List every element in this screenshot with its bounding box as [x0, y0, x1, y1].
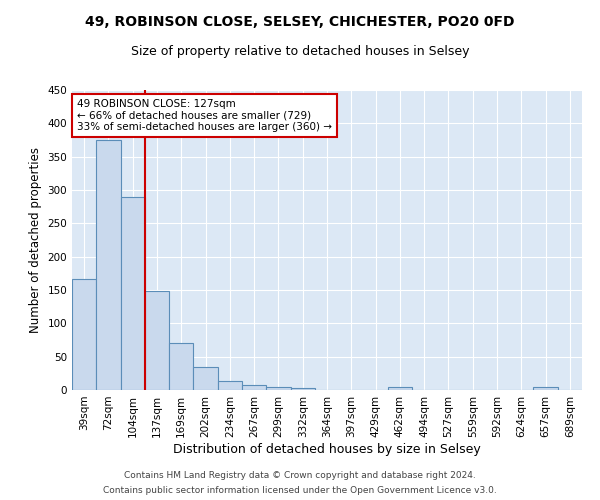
Bar [96, 140, 121, 390]
Text: 49, ROBINSON CLOSE, SELSEY, CHICHESTER, PO20 0FD: 49, ROBINSON CLOSE, SELSEY, CHICHESTER, … [85, 15, 515, 29]
Text: Contains HM Land Registry data © Crown copyright and database right 2024.: Contains HM Land Registry data © Crown c… [124, 471, 476, 480]
Text: Contains public sector information licensed under the Open Government Licence v3: Contains public sector information licen… [103, 486, 497, 495]
Bar [193, 368, 218, 390]
Bar [121, 196, 145, 390]
Bar [169, 344, 193, 390]
Bar [266, 386, 290, 390]
Bar [290, 388, 315, 390]
Bar [533, 388, 558, 390]
Bar [145, 292, 169, 390]
Bar [218, 380, 242, 390]
X-axis label: Distribution of detached houses by size in Selsey: Distribution of detached houses by size … [173, 442, 481, 456]
Bar [72, 278, 96, 390]
Y-axis label: Number of detached properties: Number of detached properties [29, 147, 42, 333]
Text: 49 ROBINSON CLOSE: 127sqm
← 66% of detached houses are smaller (729)
33% of semi: 49 ROBINSON CLOSE: 127sqm ← 66% of detac… [77, 99, 332, 132]
Bar [242, 386, 266, 390]
Bar [388, 388, 412, 390]
Text: Size of property relative to detached houses in Selsey: Size of property relative to detached ho… [131, 45, 469, 58]
